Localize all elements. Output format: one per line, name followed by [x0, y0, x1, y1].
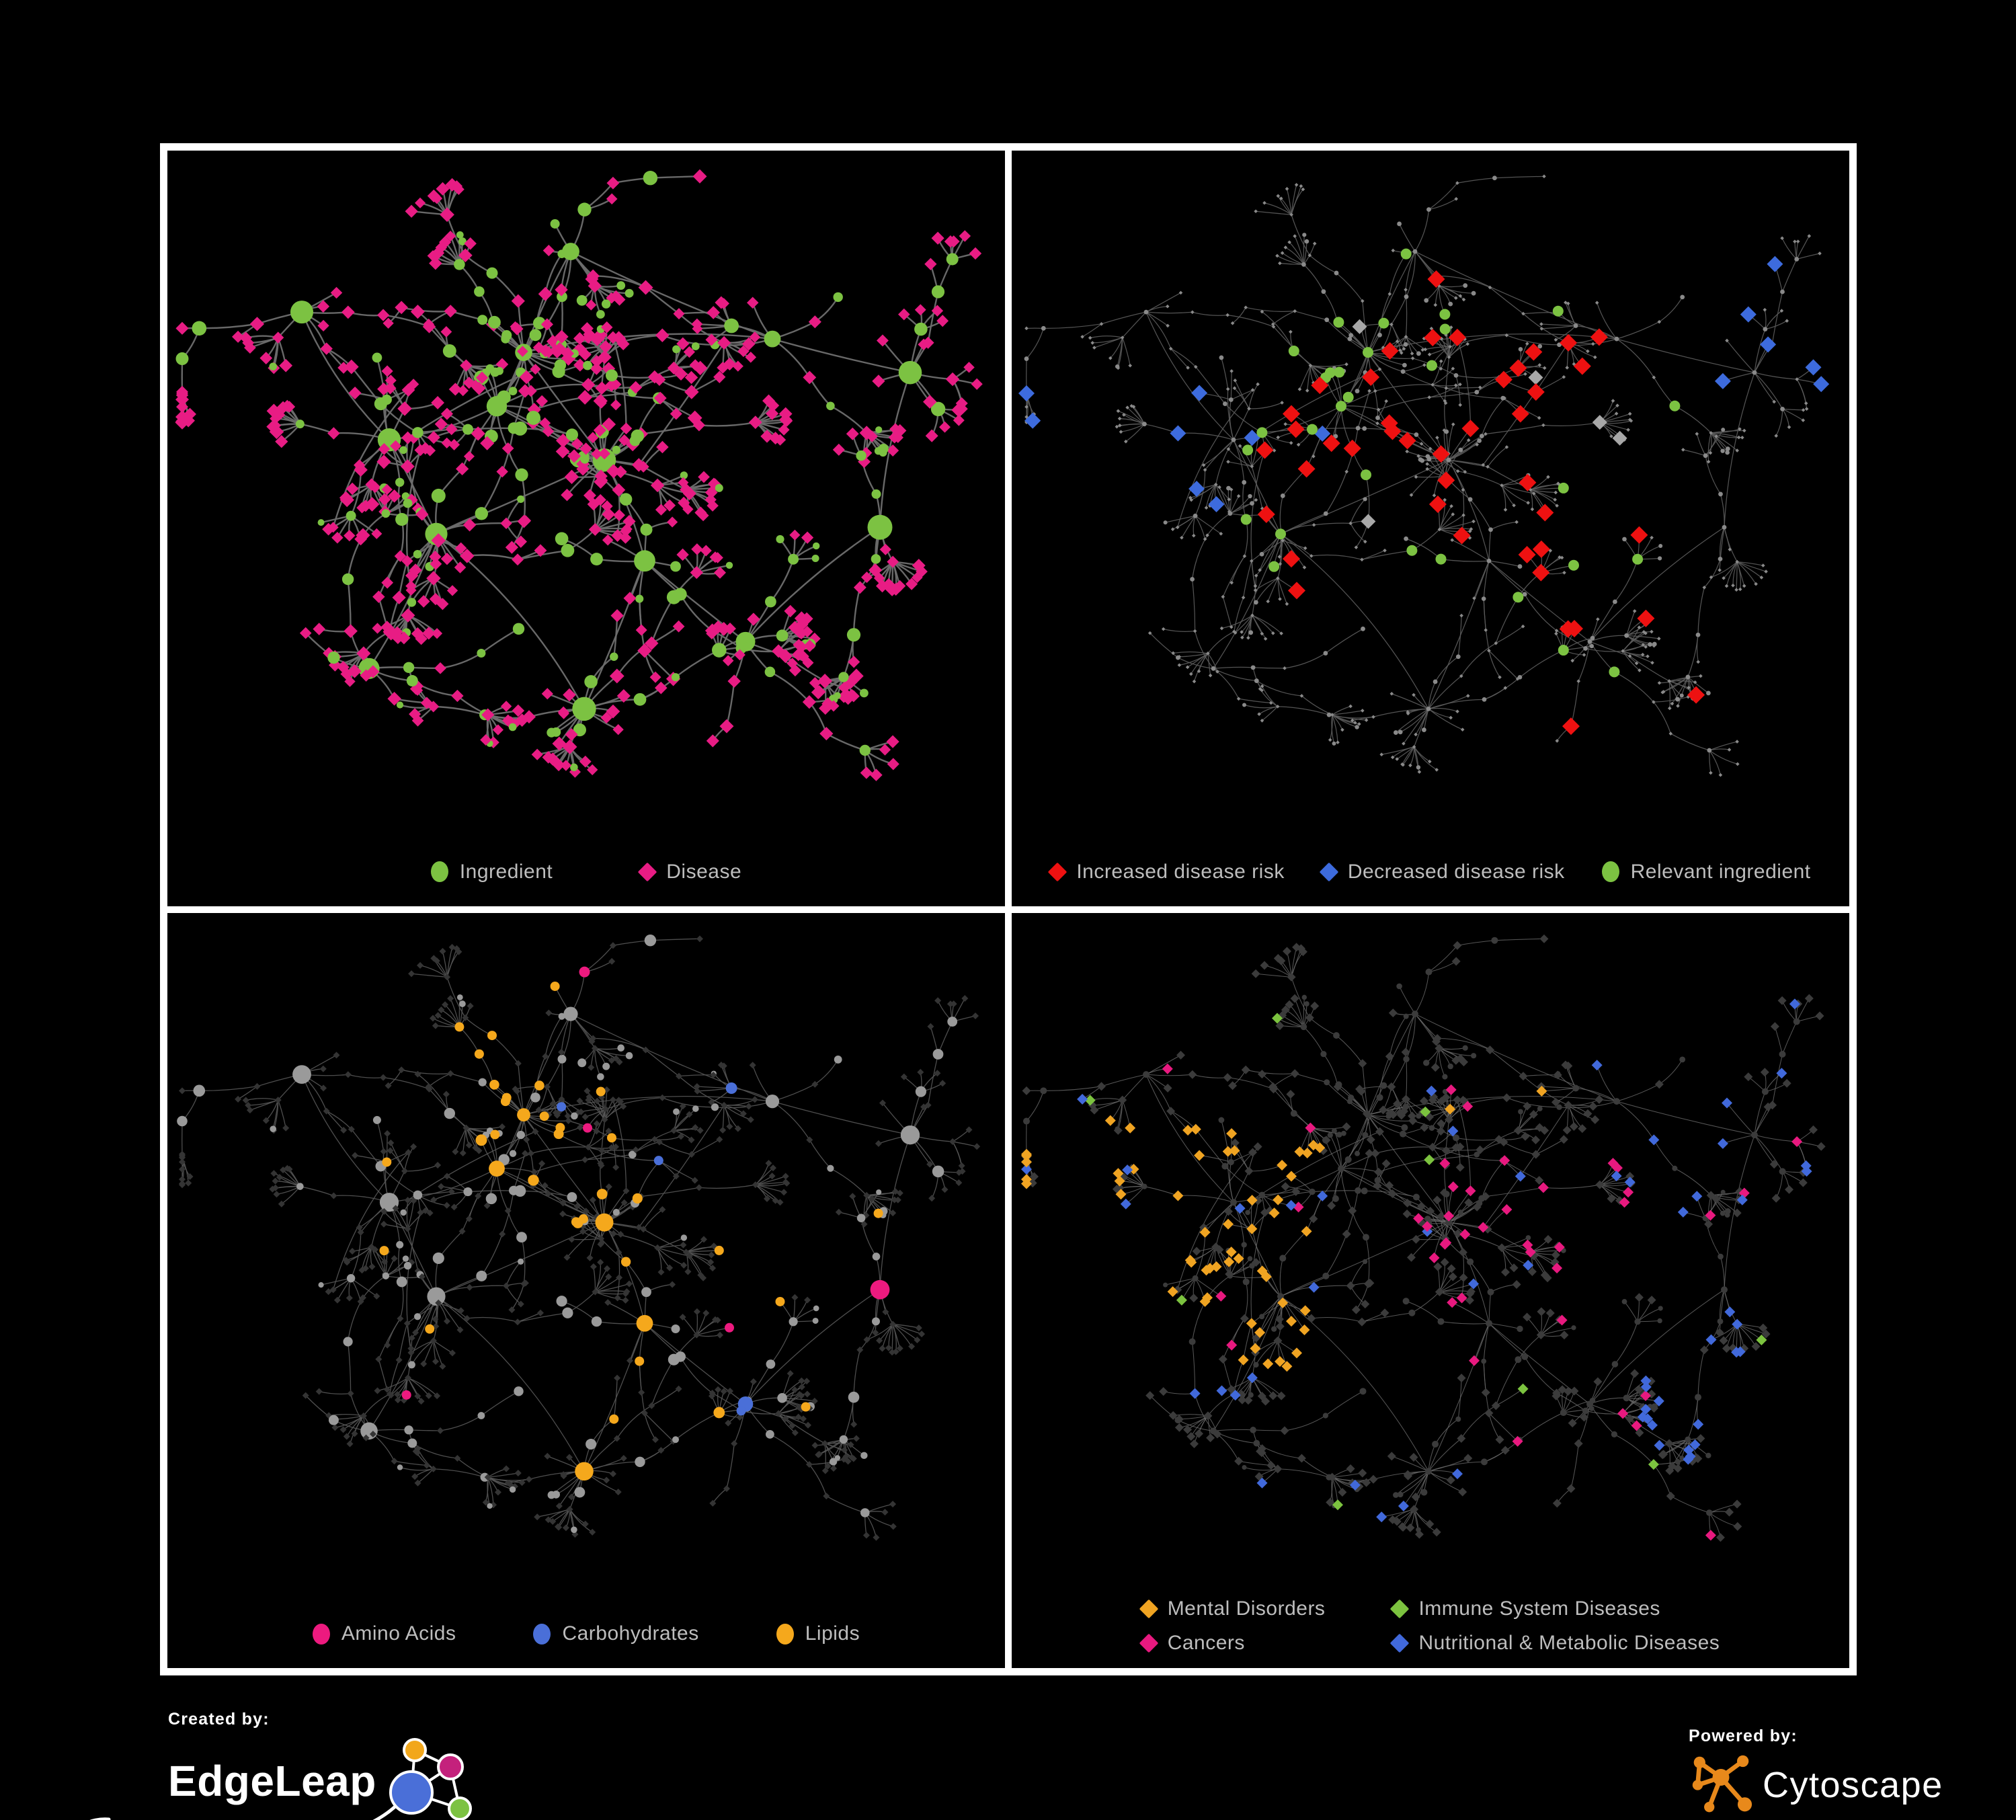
legend-nutrient-classes: Amino Acids Carbohydrates Lipids: [167, 1622, 1005, 1645]
legend-item: Disease: [637, 860, 742, 883]
nutritional-metabolic-swatch-icon: [1390, 1633, 1410, 1653]
legend-item: Amino Acids: [312, 1622, 456, 1645]
legend-ingredient-disease: Ingredient Disease: [167, 861, 1005, 883]
network-canvas-disease-categories: [1021, 934, 1826, 1542]
legend-label: Disease: [666, 860, 742, 883]
legend-item: Decreased disease risk: [1319, 860, 1565, 883]
legend-item: Cancers: [1139, 1632, 1326, 1655]
legend-label: Lipids: [805, 1622, 860, 1645]
legend-label: Mental Disorders: [1167, 1597, 1326, 1620]
legend-item: Carbohydrates: [533, 1622, 698, 1645]
edgeleap-wordmark: EdgeLeap: [168, 1757, 376, 1805]
amino-acids-swatch-icon: [312, 1623, 330, 1645]
legend-item: Immune System Diseases: [1390, 1597, 1720, 1620]
legend-label: Relevant ingredient: [1630, 860, 1811, 883]
legend-disease-risk: Increased disease risk Decreased disease…: [1012, 861, 1849, 883]
panel-disease-categories: Mental Disorders Immune System Diseases …: [1012, 912, 1849, 1668]
network-canvas-ingredient-disease: [175, 169, 983, 781]
created-by-label: Created by:: [168, 1710, 270, 1729]
relevant-ingredient-swatch-icon: [1601, 861, 1619, 882]
immune-system-diseases-swatch-icon: [1390, 1599, 1410, 1619]
cytoscape-branding: Powered by: Cytoscape: [1689, 1727, 1943, 1819]
edgeleap-logo-icon: [89, 1738, 472, 1820]
panel-ingredient-disease: Ingredient Disease: [167, 151, 1005, 906]
cytoscape-logo-icon: [1692, 1755, 1752, 1813]
mental-disorders-swatch-icon: [1139, 1599, 1158, 1619]
legend-label: Immune System Diseases: [1418, 1597, 1660, 1620]
cytoscape-wordmark: Cytoscape: [1763, 1765, 1943, 1805]
edgeleap-branding: Created by: EdgeLeap: [89, 1710, 485, 1820]
powered-by-label: Powered by:: [1689, 1727, 1798, 1745]
network-canvas-disease-risk: [1018, 174, 1830, 777]
disease-swatch-icon: [637, 862, 657, 881]
legend-label: Amino Acids: [341, 1622, 456, 1645]
legend-item: Mental Disorders: [1139, 1597, 1326, 1620]
legend-label: Increased disease risk: [1076, 860, 1285, 883]
legend-disease-categories: Mental Disorders Immune System Diseases …: [1012, 1597, 1849, 1655]
legend-label: Cancers: [1167, 1632, 1245, 1654]
panel-grid: Ingredient Disease Increased disease ris…: [160, 143, 1857, 1675]
legend-item: Lipids: [776, 1622, 860, 1645]
legend-label: Nutritional & Metabolic Diseases: [1418, 1632, 1720, 1654]
increased-risk-swatch-icon: [1048, 862, 1067, 881]
legend-label: Ingredient: [459, 860, 553, 883]
legend-item: Nutritional & Metabolic Diseases: [1390, 1632, 1720, 1655]
carbohydrates-swatch-icon: [533, 1623, 551, 1645]
legend-label: Decreased disease risk: [1347, 860, 1565, 883]
legend-label: Carbohydrates: [562, 1622, 699, 1645]
cancers-swatch-icon: [1139, 1633, 1158, 1653]
panel-disease-risk: Increased disease risk Decreased disease…: [1012, 151, 1849, 906]
legend-item: Ingredient: [430, 860, 553, 883]
ingredient-swatch-icon: [430, 861, 448, 882]
panel-nutrient-classes: Amino Acids Carbohydrates Lipids: [167, 912, 1005, 1668]
decreased-risk-swatch-icon: [1319, 862, 1339, 881]
lipids-swatch-icon: [776, 1623, 794, 1645]
legend-item: Increased disease risk: [1048, 860, 1285, 883]
network-canvas-nutrient-classes: [177, 934, 981, 1541]
legend-item: Relevant ingredient: [1601, 860, 1811, 883]
